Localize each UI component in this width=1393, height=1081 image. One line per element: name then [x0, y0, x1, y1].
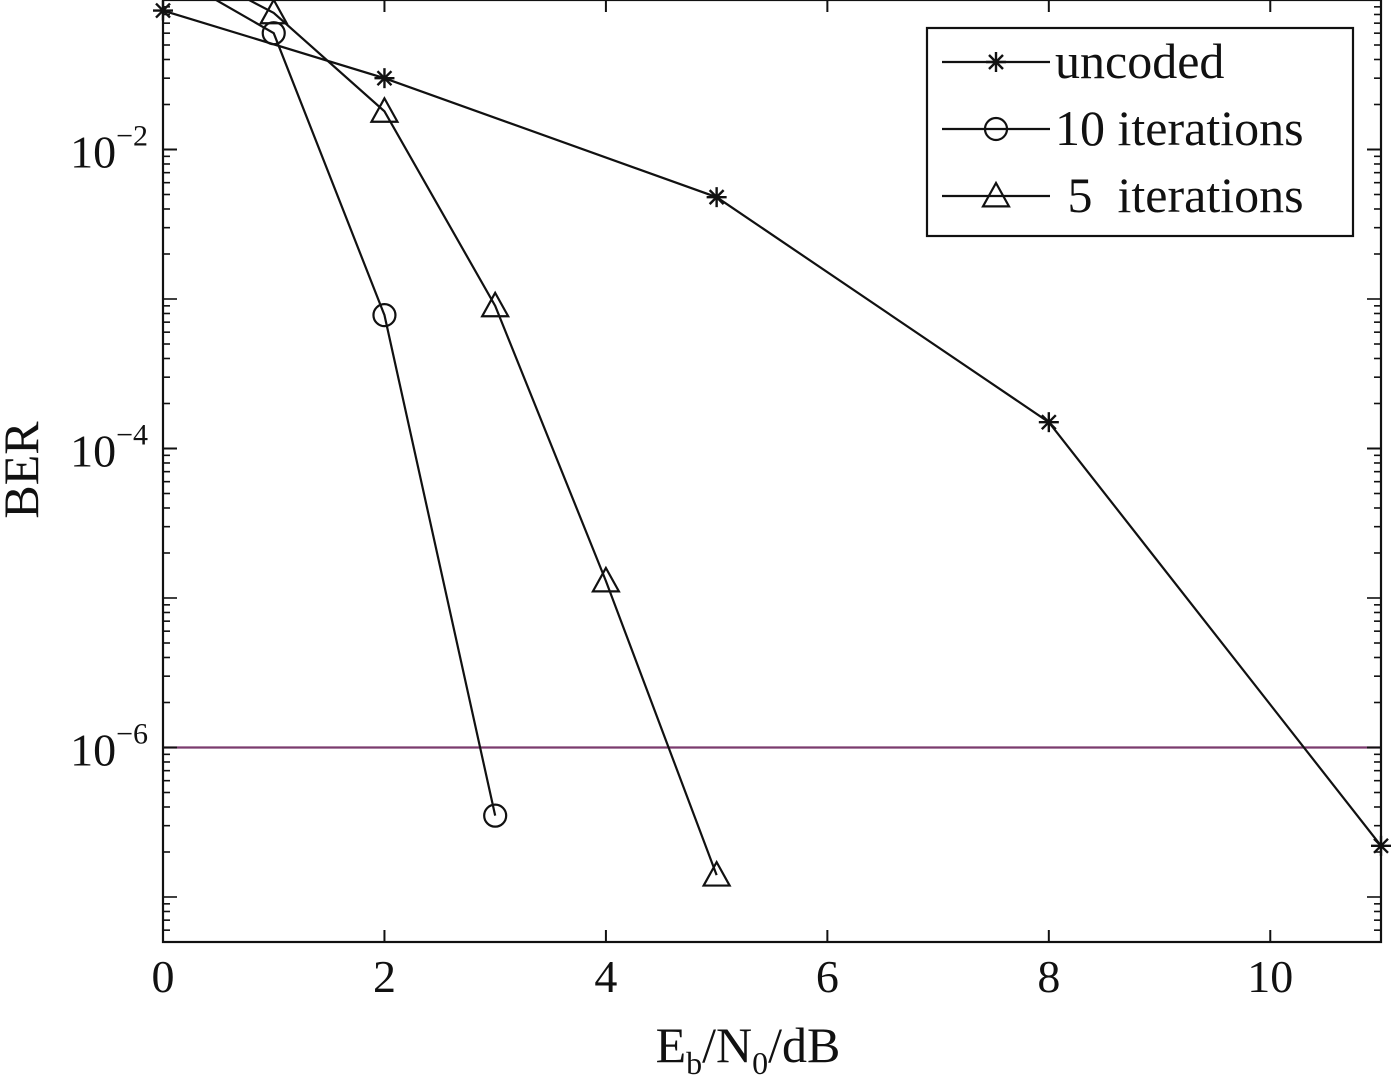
x-axis-label: Eb/N0/dB — [656, 1017, 841, 1081]
legend-marker-triangle — [981, 180, 1011, 208]
legend-label: uncoded — [1055, 33, 1224, 89]
legend-label: 5 iterations — [1055, 167, 1304, 223]
x-tick-label: 6 — [816, 951, 839, 1002]
data-point-triangle — [591, 565, 621, 593]
data-point-star — [706, 187, 727, 208]
legend-label: 10 iterations — [1055, 100, 1304, 156]
y-axis-label: BER — [0, 421, 49, 519]
x-tick-label: 2 — [373, 951, 396, 1002]
y-axis-ticks: 10−2 10−4 10−6 — [70, 119, 1381, 775]
data-point-circle — [372, 303, 397, 328]
y-tick-label: 10−6 — [70, 717, 148, 775]
x-tick-label: 4 — [594, 951, 617, 1002]
series-line-1 — [213, 0, 497, 816]
legend: uncoded 10 iterations 5 iterations — [925, 26, 1355, 238]
data-point-circle — [483, 803, 508, 828]
legend-marker-star — [986, 52, 1006, 72]
minor-ticks — [163, 0, 1381, 943]
x-axis-ticks: 0 2 4 6 8 10 — [152, 0, 1293, 1002]
series-line-2 — [246, 0, 718, 876]
x-tick-label: 0 — [152, 951, 175, 1002]
y-tick-label: 10−2 — [70, 119, 148, 177]
data-point-star — [374, 68, 395, 89]
data-point-triangle — [480, 290, 511, 318]
x-tick-label: 10 — [1247, 951, 1293, 1002]
data-point-triangle — [701, 859, 732, 887]
y-tick-label: 10−4 — [70, 418, 148, 476]
data-point-triangle — [258, 0, 289, 25]
plot-area-frame — [161, 0, 1383, 944]
x-tick-label: 8 — [1037, 951, 1060, 1002]
data-point-triangle — [369, 96, 400, 123]
data-point-star — [1038, 412, 1059, 433]
data-point-circle — [261, 21, 286, 46]
legend-marker-circle — [983, 116, 1009, 142]
